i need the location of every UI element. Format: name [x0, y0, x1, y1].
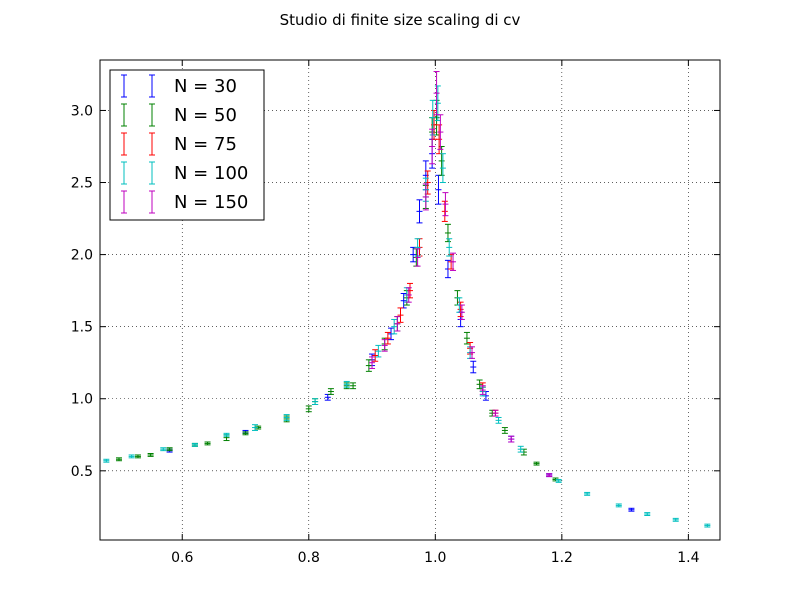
error-bar-point: [223, 432, 230, 437]
chart-title: Studio di finite size scaling di cv: [280, 11, 521, 29]
error-bar-point: [103, 458, 110, 463]
error-bar-point: [350, 382, 357, 390]
error-bar-point: [166, 447, 173, 452]
error-bar-point: [476, 379, 483, 390]
legend-label: N = 75: [174, 134, 237, 155]
legend-label: N = 50: [174, 105, 237, 126]
error-bar-point: [375, 344, 382, 358]
series-group: [369, 71, 553, 478]
error-bar-point: [134, 454, 141, 459]
y-tick-label: 2.5: [71, 176, 93, 192]
error-bar-point: [407, 282, 413, 299]
axes-frame: [99, 59, 721, 541]
error-bar-point: [439, 153, 446, 184]
error-bar-point: [672, 517, 679, 522]
x-tick-label: 1.0: [424, 550, 446, 566]
x-tick-label: 0.8: [298, 550, 320, 566]
error-bar-point: [458, 304, 465, 320]
error-bar-point: [495, 416, 502, 424]
error-bar-point: [615, 503, 622, 508]
error-bar-point: [405, 287, 412, 303]
plot-series: [103, 71, 711, 528]
y-tick-label: 0.5: [71, 464, 93, 480]
y-tick-label: 1.5: [71, 320, 93, 336]
axis-ticks: 0.6 0.8 1.0 1.2 1.4 0.5 1.0 1.5 2.0 2.5 3.0: [71, 60, 720, 566]
error-bar-point: [410, 246, 417, 263]
error-bar-point: [704, 523, 711, 528]
error-bar-point: [115, 457, 122, 462]
error-bar-point: [442, 192, 449, 217]
error-bar-point: [644, 512, 651, 516]
legend-label: N = 100: [174, 163, 248, 184]
legend-item: N = 100: [121, 161, 248, 185]
error-bar-point: [394, 316, 401, 332]
error-bar-point: [384, 331, 391, 345]
legend-label: N = 150: [174, 192, 248, 213]
error-bar-point: [584, 491, 591, 496]
error-bar-point: [438, 145, 445, 176]
legend-item: N = 75: [121, 132, 237, 156]
error-bar-point: [450, 252, 457, 271]
series-group: [103, 85, 711, 528]
error-bar-point: [533, 461, 540, 466]
legend-item: N = 50: [121, 103, 237, 127]
error-bar-point: [252, 424, 258, 431]
error-bar-point: [479, 385, 486, 395]
error-bar-point: [555, 478, 562, 483]
error-bar-point: [372, 349, 379, 362]
x-tick-label: 1.2: [551, 550, 573, 566]
error-bar-point: [469, 346, 475, 359]
legend-item: N = 150: [121, 190, 248, 214]
error-bar-point: [283, 414, 290, 421]
y-tick-label: 1.0: [71, 392, 93, 408]
x-tick-label: 1.4: [677, 550, 699, 566]
error-bar-point: [242, 431, 249, 436]
error-bar-point: [628, 507, 635, 512]
error-bar-point: [128, 454, 135, 459]
error-bar-point: [437, 114, 444, 150]
error-bar-point: [327, 388, 334, 395]
legend-item: N = 30: [121, 74, 237, 98]
error-bar-point: [312, 398, 319, 406]
error-bar-point: [160, 447, 167, 452]
error-bar-point: [391, 318, 398, 335]
error-bar-point: [446, 238, 453, 257]
error-bar-point: [429, 128, 436, 165]
error-bar-point: [191, 442, 198, 447]
error-bar-point: [324, 393, 331, 401]
y-tick-label: 2.0: [71, 248, 93, 264]
legend-label: N = 30: [174, 76, 237, 97]
grid: [100, 60, 720, 540]
error-bar-point: [369, 356, 376, 369]
y-tick-label: 3.0: [71, 103, 93, 119]
error-bar-point: [343, 380, 350, 388]
error-bar-point: [414, 248, 421, 267]
error-bar-point: [444, 259, 451, 279]
error-bar-point: [204, 441, 211, 446]
error-bar-point: [365, 359, 372, 372]
error-bar-point: [397, 307, 404, 323]
error-bar-point: [381, 339, 388, 352]
error-bar-point: [147, 453, 154, 457]
legend-box: [109, 69, 265, 221]
x-tick-label: 0.6: [171, 550, 193, 566]
error-bar-point: [305, 405, 312, 413]
error-bar-point: [508, 435, 515, 443]
error-bar-point: [416, 199, 423, 224]
error-bar-point: [470, 360, 477, 374]
error-bar-point: [422, 183, 429, 211]
error-bar-point: [388, 327, 395, 341]
error-bar-point: [463, 331, 470, 345]
error-bar-point: [501, 427, 508, 434]
error-bar-point: [492, 409, 499, 417]
error-bar-point: [517, 445, 524, 453]
legend: N = 30 N = 50 N = 75 N = 100 N = 150: [109, 69, 265, 221]
error-bar-point: [546, 473, 553, 478]
